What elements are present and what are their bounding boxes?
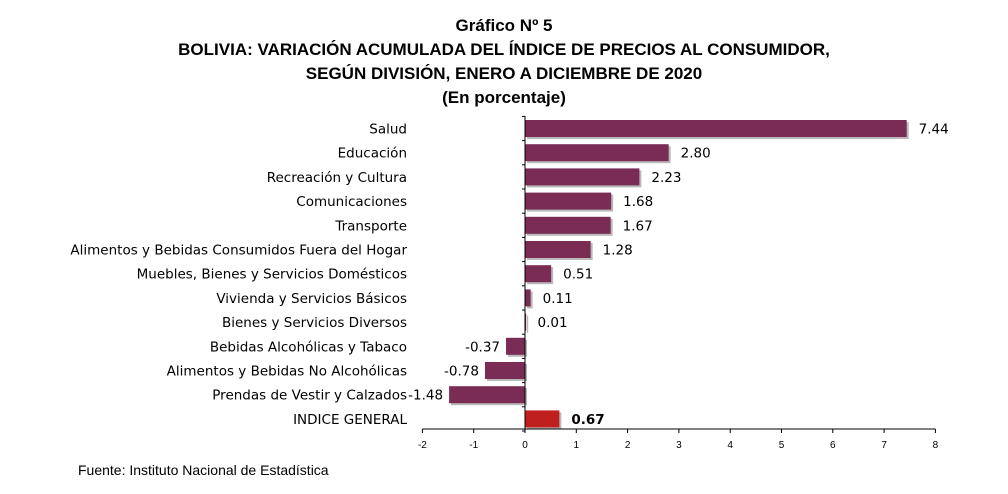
bar: [449, 386, 525, 404]
x-tick-label: 1: [574, 440, 580, 451]
x-tick-label: 3: [676, 440, 682, 451]
data-label: 0.67: [571, 412, 604, 428]
x-tick-label: 8: [933, 440, 939, 451]
category-label: Muebles, Bienes y Servicios Domésticos: [137, 267, 407, 283]
chart-title-line-3: SEGÚN DIVISIÓN, ENERO A DICIEMBRE DE 202…: [305, 64, 703, 83]
data-label: 7.44: [919, 122, 949, 138]
x-tick-label: 4: [727, 440, 733, 451]
category-label: Salud: [369, 122, 407, 138]
x-tick-label: -2: [418, 440, 427, 451]
data-label: 2.23: [651, 170, 681, 186]
source-note: Fuente: Instituto Nacional de Estadístic…: [78, 462, 329, 478]
category-label: Educación: [338, 146, 407, 162]
x-tick-label: 0: [522, 440, 528, 451]
chart-title-line-1: Gráfico Nº 5: [455, 16, 553, 35]
chart-title: Gráfico Nº 5 BOLIVIA: VARIACIÓN ACUMULAD…: [0, 14, 1008, 110]
x-tick-label: -1: [469, 440, 478, 451]
bar: [525, 313, 527, 331]
bar: [525, 265, 552, 283]
bar: [525, 241, 591, 258]
chart-subtitle: (En porcentaje): [442, 88, 566, 107]
data-label: 1.68: [623, 194, 653, 210]
data-label: 1.28: [603, 243, 633, 259]
category-label: Prendas de Vestir y Calzados: [212, 388, 407, 404]
bar: [525, 144, 669, 162]
data-label: 0.01: [538, 315, 568, 331]
bar: [525, 168, 640, 186]
bar: [525, 289, 531, 307]
bar-indice-general: [525, 410, 560, 428]
category-label: Bienes y Servicios Diversos: [222, 315, 407, 331]
data-label: -0.37: [465, 339, 500, 355]
category-label: Comunicaciones: [296, 194, 407, 210]
bar: [525, 216, 611, 234]
x-tick-label: 2: [625, 440, 631, 451]
category-label: Transporte: [334, 218, 407, 234]
bar-shadow: [527, 315, 529, 333]
chart-title-line-2: BOLIVIA: VARIACIÓN ACUMULADA DEL ÍNDICE …: [178, 40, 830, 59]
category-label: Vivienda y Servicios Básicos: [216, 291, 407, 307]
x-tick-label: 5: [779, 440, 785, 451]
data-label: -0.78: [444, 364, 479, 380]
bar: [525, 120, 907, 137]
data-label: 0.51: [563, 267, 593, 283]
data-label: 1.67: [623, 218, 653, 234]
data-label: -1.48: [408, 388, 443, 404]
data-label: 2.80: [681, 146, 711, 162]
category-label: Bebidas Alcohólicas y Tabaco: [210, 339, 407, 355]
bar: [484, 362, 525, 379]
x-tick-label: 7: [881, 440, 887, 451]
category-label: INDICE GENERAL: [293, 412, 407, 428]
category-label: Alimentos y Bebidas No Alcohólicas: [167, 364, 407, 380]
data-label: 0.11: [543, 291, 573, 307]
x-tick-label: 6: [830, 440, 836, 451]
bar: [525, 192, 612, 210]
category-label: Recreación y Cultura: [267, 170, 407, 186]
category-label: Alimentos y Bebidas Consumidos Fuera del…: [70, 243, 407, 259]
bar: [506, 337, 525, 355]
